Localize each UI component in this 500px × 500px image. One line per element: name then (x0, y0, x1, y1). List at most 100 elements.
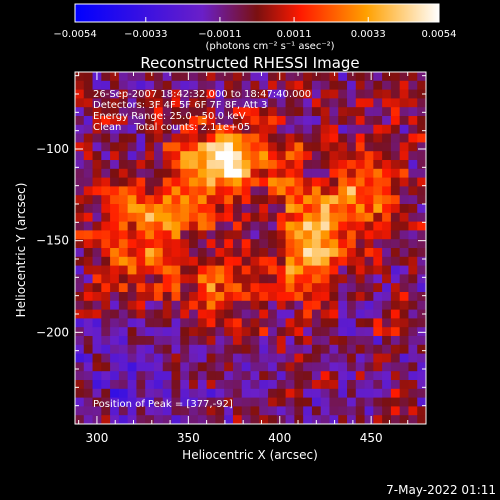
heatmap-cell (329, 336, 339, 346)
heatmap-cell (303, 230, 313, 240)
heatmap-cell (224, 309, 234, 319)
heatmap-cell (224, 336, 234, 346)
heatmap-cell (320, 168, 331, 179)
heatmap-cell (311, 388, 322, 399)
heatmap-cell (250, 300, 260, 311)
heatmap-cell (390, 186, 401, 196)
heatmap-cell (268, 274, 278, 284)
heatmap-cell (399, 72, 410, 82)
heatmap-cell (83, 406, 94, 416)
heatmap-cell (347, 230, 357, 240)
heatmap-cell (259, 265, 269, 275)
heatmap-cell (382, 151, 392, 161)
heatmap-cell (145, 300, 155, 311)
heatmap-cell (285, 309, 295, 319)
heatmap-cell (276, 283, 287, 293)
heatmap-cell (320, 204, 331, 214)
heatmap-cell (390, 415, 401, 424)
heatmap-cell (189, 204, 199, 214)
heatmap-cell (311, 151, 322, 161)
heatmap-cell (171, 274, 181, 284)
heatmap-cell (329, 160, 339, 170)
heatmap-cell (373, 406, 383, 416)
heatmap-cell (224, 265, 234, 275)
heatmap-cell (224, 239, 234, 249)
heatmap-cell (303, 239, 313, 249)
heatmap-cell (364, 344, 374, 355)
heatmap-cell (364, 283, 374, 293)
heatmap-cell (206, 274, 217, 284)
heatmap-cell (408, 406, 418, 416)
heatmap-cell (171, 248, 181, 258)
heatmap-cell (294, 353, 304, 363)
heatmap-cell (197, 292, 208, 302)
heatmap-cell (347, 388, 357, 399)
heatmap-cell (83, 353, 94, 363)
heatmap-cell (189, 283, 199, 293)
heatmap-cell (118, 107, 129, 117)
heatmap-cell (145, 327, 155, 337)
heatmap-cell (153, 195, 164, 205)
heatmap-cell (338, 327, 348, 337)
heatmap-cell (215, 283, 225, 293)
heatmap-cell (206, 344, 217, 355)
heatmap-cell (355, 380, 366, 390)
heatmap-cell (408, 292, 418, 302)
heatmap-cell (408, 239, 418, 249)
heatmap-cell (180, 344, 190, 355)
heatmap-cell (127, 107, 138, 117)
heatmap-cell (338, 388, 348, 399)
heatmap-cell (153, 256, 164, 267)
heatmap-cell (338, 344, 348, 355)
heatmap-cell (197, 300, 208, 311)
heatmap-cell (364, 98, 374, 108)
heatmap-cell (320, 415, 331, 424)
heatmap-cell (171, 362, 181, 372)
heatmap-cell (83, 327, 94, 337)
heatmap-cell (311, 72, 322, 82)
heatmap-cell (136, 353, 146, 363)
heatmap-cell (110, 300, 120, 311)
heatmap-cell (224, 344, 234, 355)
heatmap-cell (101, 274, 111, 284)
heatmap-cell (197, 362, 208, 372)
heatmap-cell (408, 116, 418, 126)
heatmap-cell (373, 415, 383, 424)
heatmap-cell (320, 186, 331, 196)
heatmap-cell (197, 415, 208, 424)
heatmap-cell (355, 221, 366, 231)
heatmap-cell (408, 72, 418, 82)
heatmap-cell (382, 89, 392, 99)
heatmap-cell (373, 151, 383, 161)
heatmap-cell (355, 248, 366, 258)
heatmap-cell (241, 80, 252, 91)
heatmap-cell (320, 107, 331, 117)
heatmap-cell (75, 265, 85, 275)
heatmap-cell (417, 98, 426, 108)
heatmap-cell (382, 388, 392, 399)
heatmap-cell (417, 177, 426, 187)
heatmap-cell (408, 124, 418, 135)
heatmap-cell (329, 89, 339, 99)
heatmap-cells (75, 72, 426, 424)
heatmap-cell (355, 151, 366, 161)
heatmap-cell (127, 371, 138, 381)
heatmap-cell (417, 116, 426, 126)
heatmap-cell (110, 195, 120, 205)
heatmap-cell (92, 362, 102, 372)
heatmap-cell (162, 124, 173, 135)
heatmap-cell (294, 89, 304, 99)
heatmap-cell (153, 98, 164, 108)
heatmap-cell (320, 362, 331, 372)
heatmap-cell (118, 168, 129, 179)
heatmap-cell (355, 230, 366, 240)
heatmap-cell (75, 344, 85, 355)
heatmap-cell (311, 248, 322, 258)
heatmap-cell (232, 168, 243, 179)
heatmap-cell (241, 204, 252, 214)
heatmap-cell (347, 212, 357, 223)
heatmap-cell (118, 133, 129, 143)
heatmap-cell (355, 274, 366, 284)
heatmap-cell (355, 116, 366, 126)
heatmap-cell (232, 292, 243, 302)
